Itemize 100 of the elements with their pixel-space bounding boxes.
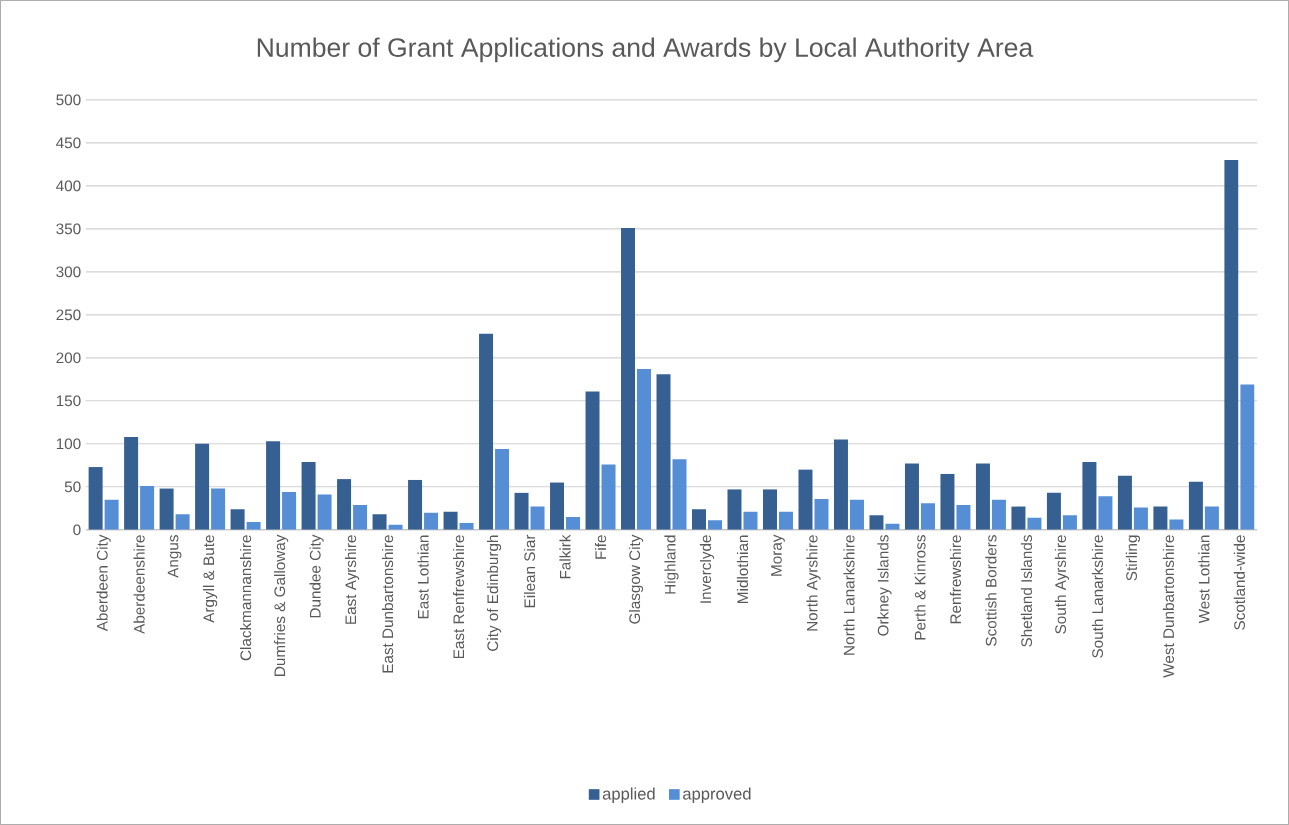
- x-tick-label: Moray: [771, 534, 785, 576]
- bar: [656, 374, 671, 530]
- bar: [1082, 461, 1097, 530]
- y-tick-label: 500: [56, 94, 81, 106]
- bar: [621, 227, 636, 530]
- x-tick-label: Dumfries & Galloway: [273, 534, 289, 676]
- bar: [975, 463, 990, 530]
- x-tick-label: Stirling: [1125, 535, 1141, 581]
- x-tick-label: Scotland-wide: [1233, 535, 1245, 630]
- bar: [1117, 475, 1132, 530]
- bar: [1098, 496, 1113, 530]
- y-tick-label: 250: [56, 309, 81, 321]
- legend-label: approved: [683, 787, 751, 803]
- y-tick-label: 300: [56, 266, 81, 278]
- x-tick-label: Shetland Islands: [1020, 535, 1033, 647]
- bar: [991, 499, 1006, 530]
- x-tick-label: North Lanarkshire: [843, 535, 855, 655]
- x-tick-label: Falkirk: [559, 534, 571, 579]
- bar: [408, 479, 423, 530]
- bar: [175, 514, 190, 530]
- bar: [762, 489, 777, 530]
- bar: [940, 473, 955, 530]
- legend-label: applied: [602, 787, 655, 803]
- bar: [1011, 506, 1026, 530]
- x-tick-label: South Lanarkshire: [1091, 535, 1104, 658]
- x-tick-label: Clackmannanshire: [239, 535, 252, 661]
- bar: [353, 504, 368, 530]
- x-tick-label: Angus: [167, 535, 182, 578]
- y-tick-label: 0: [73, 524, 81, 536]
- bar: [869, 515, 884, 530]
- y-tick-label: 450: [56, 137, 81, 149]
- bar: [692, 509, 706, 530]
- bar: [1153, 506, 1168, 530]
- x-tick-label: Renfrewshire: [949, 535, 962, 624]
- y-tick-label: 200: [56, 352, 81, 364]
- bar: [1224, 160, 1239, 530]
- x-tick-label: West Lothian: [1198, 535, 1210, 624]
- bar: [514, 492, 529, 530]
- bar: [317, 494, 332, 530]
- bar: [904, 463, 919, 530]
- x-tick-label: Inverclyde: [699, 535, 715, 603]
- bar: [443, 511, 458, 530]
- bar: [550, 482, 565, 530]
- x-tick-label: Fife: [594, 535, 607, 559]
- bar: [672, 459, 687, 530]
- x-tick-label: North Ayrshire: [806, 535, 821, 631]
- x-tick-label: West Dunbartonshire: [1162, 535, 1175, 678]
- bar: [495, 449, 510, 530]
- x-tick-label: Midlothian: [736, 535, 749, 603]
- bar: [424, 512, 439, 530]
- x-tick-label: Eilean Siar: [523, 534, 536, 608]
- bar: [708, 520, 722, 530]
- bar: [727, 489, 742, 530]
- bar: [601, 464, 616, 530]
- bar: [637, 369, 652, 530]
- bar: [88, 467, 103, 530]
- y-tick-label: 100: [56, 438, 81, 450]
- bar: [1046, 492, 1061, 530]
- bar: [956, 504, 971, 530]
- bar: [566, 516, 581, 530]
- y-tick-label: 150: [56, 395, 81, 407]
- bar: [230, 509, 245, 530]
- bar: [479, 333, 494, 530]
- y-tick-label: 350: [56, 223, 81, 235]
- bar: [1062, 515, 1077, 530]
- bar: [159, 488, 174, 530]
- x-tick-label: East Ayrshire: [344, 535, 360, 624]
- x-tick-label: Dundee City: [309, 534, 324, 618]
- bar: [104, 499, 119, 530]
- bar: [282, 492, 297, 530]
- bar: [140, 485, 155, 530]
- y-tick-label: 50: [64, 481, 81, 493]
- bar: [849, 499, 864, 530]
- x-tick-label: East Dunbartonshire: [381, 535, 394, 673]
- x-tick-label: Aberdeen City: [96, 534, 111, 632]
- bar: [1204, 506, 1219, 530]
- bar: [1188, 481, 1203, 530]
- bar: [372, 514, 387, 530]
- bar: [1027, 517, 1042, 530]
- bar: [266, 441, 281, 530]
- x-tick-label: Perth & Kinross: [914, 535, 926, 640]
- bar: [195, 443, 210, 530]
- bar: [211, 488, 226, 530]
- x-tick-label: Scottish Borders: [985, 535, 997, 646]
- bar: [778, 511, 793, 530]
- bar: [124, 436, 139, 530]
- bar: [246, 522, 261, 530]
- x-tick-label: City of Edinburgh: [486, 535, 502, 651]
- x-tick-label: South Ayrshire: [1054, 535, 1070, 634]
- bar: [833, 439, 848, 530]
- x-tick-label: Glasgow City: [628, 534, 644, 624]
- bar: [920, 503, 935, 530]
- bar: [585, 391, 600, 530]
- bar: [301, 461, 316, 530]
- x-tick-label: East Lothian: [417, 535, 429, 619]
- bar: [337, 479, 352, 530]
- x-tick-label: Aberdeenshire: [133, 535, 145, 634]
- bar: [530, 506, 545, 530]
- x-tick-label: Orkney Islands: [877, 535, 892, 636]
- bar: [1240, 384, 1255, 530]
